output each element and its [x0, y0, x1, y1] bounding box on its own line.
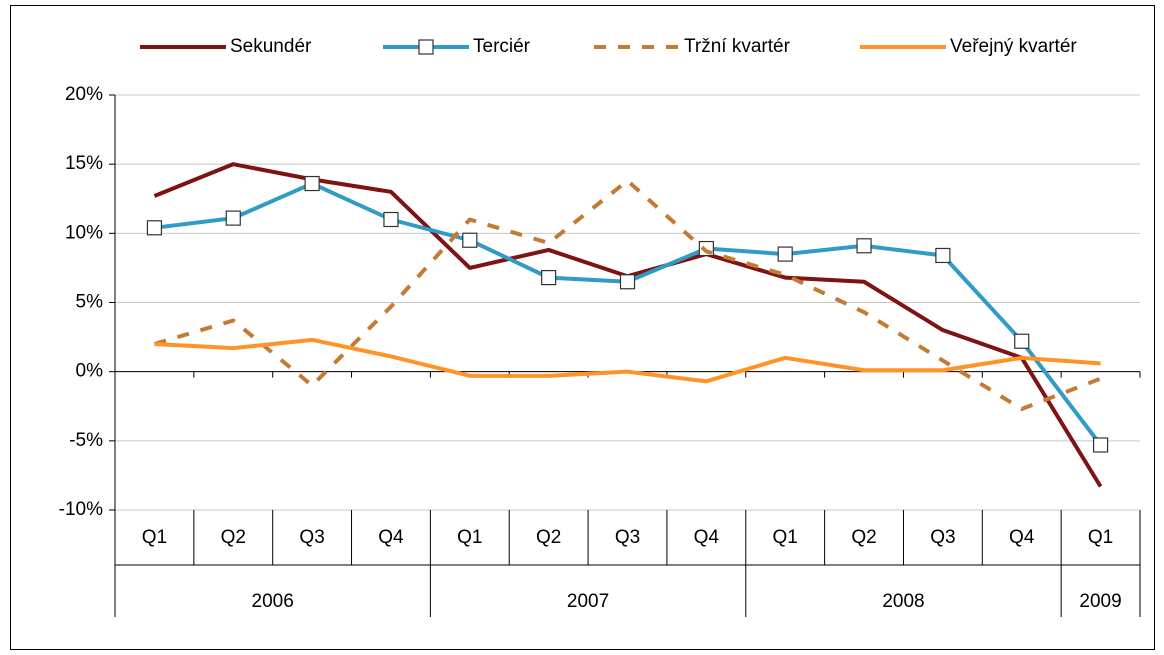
legend-label: Veřejný kvartér: [950, 36, 1077, 57]
chart-border: [10, 5, 1155, 650]
legend-label: Tržní kvartér: [684, 36, 791, 57]
legend-label: Sekundér: [230, 36, 312, 57]
y-tick-label: 20%: [65, 84, 103, 105]
series-marker: [304, 175, 320, 192]
x-group-label: 2006: [252, 591, 294, 612]
x-tick-label: Q1: [1088, 527, 1113, 548]
x-tick-label: Q2: [536, 527, 561, 548]
x-tick-label: Q3: [615, 527, 640, 548]
legend-label: Terciér: [473, 36, 531, 57]
x-tick-label: Q1: [773, 527, 798, 548]
x-tick-label: Q3: [299, 527, 324, 548]
y-tick-label: -5%: [69, 430, 103, 451]
x-tick-label: Q4: [378, 527, 404, 548]
x-group-label: 2009: [1079, 591, 1121, 612]
y-tick-label: 5%: [76, 292, 104, 313]
legend-marker: [418, 39, 434, 55]
series-marker: [541, 270, 557, 286]
series-line: [153, 178, 1102, 412]
series-marker: [856, 238, 872, 254]
x-group-label: 2007: [567, 591, 609, 612]
series-marker: [1014, 333, 1030, 349]
series-marker: [383, 211, 399, 228]
x-tick-label: Q2: [851, 527, 876, 548]
series-marker: [1092, 437, 1109, 453]
y-tick-label: 0%: [76, 361, 104, 382]
x-group-label: 2008: [882, 591, 924, 612]
x-tick-label: Q1: [142, 527, 167, 548]
series-marker: [777, 246, 793, 262]
x-tick-label: Q4: [1009, 527, 1035, 548]
y-tick-label: -10%: [59, 499, 103, 520]
y-tick-label: 10%: [65, 222, 103, 243]
series-marker: [935, 247, 951, 264]
series-marker: [462, 232, 478, 248]
series-line: [154, 337, 1101, 384]
x-tick-label: Q4: [694, 527, 720, 548]
x-tick-label: Q1: [457, 527, 482, 548]
series-marker: [619, 274, 636, 290]
x-tick-label: Q2: [221, 527, 246, 548]
series-marker: [146, 220, 163, 236]
y-tick-label: 15%: [65, 153, 103, 174]
series-marker: [225, 210, 241, 226]
x-tick-label: Q3: [930, 527, 955, 548]
